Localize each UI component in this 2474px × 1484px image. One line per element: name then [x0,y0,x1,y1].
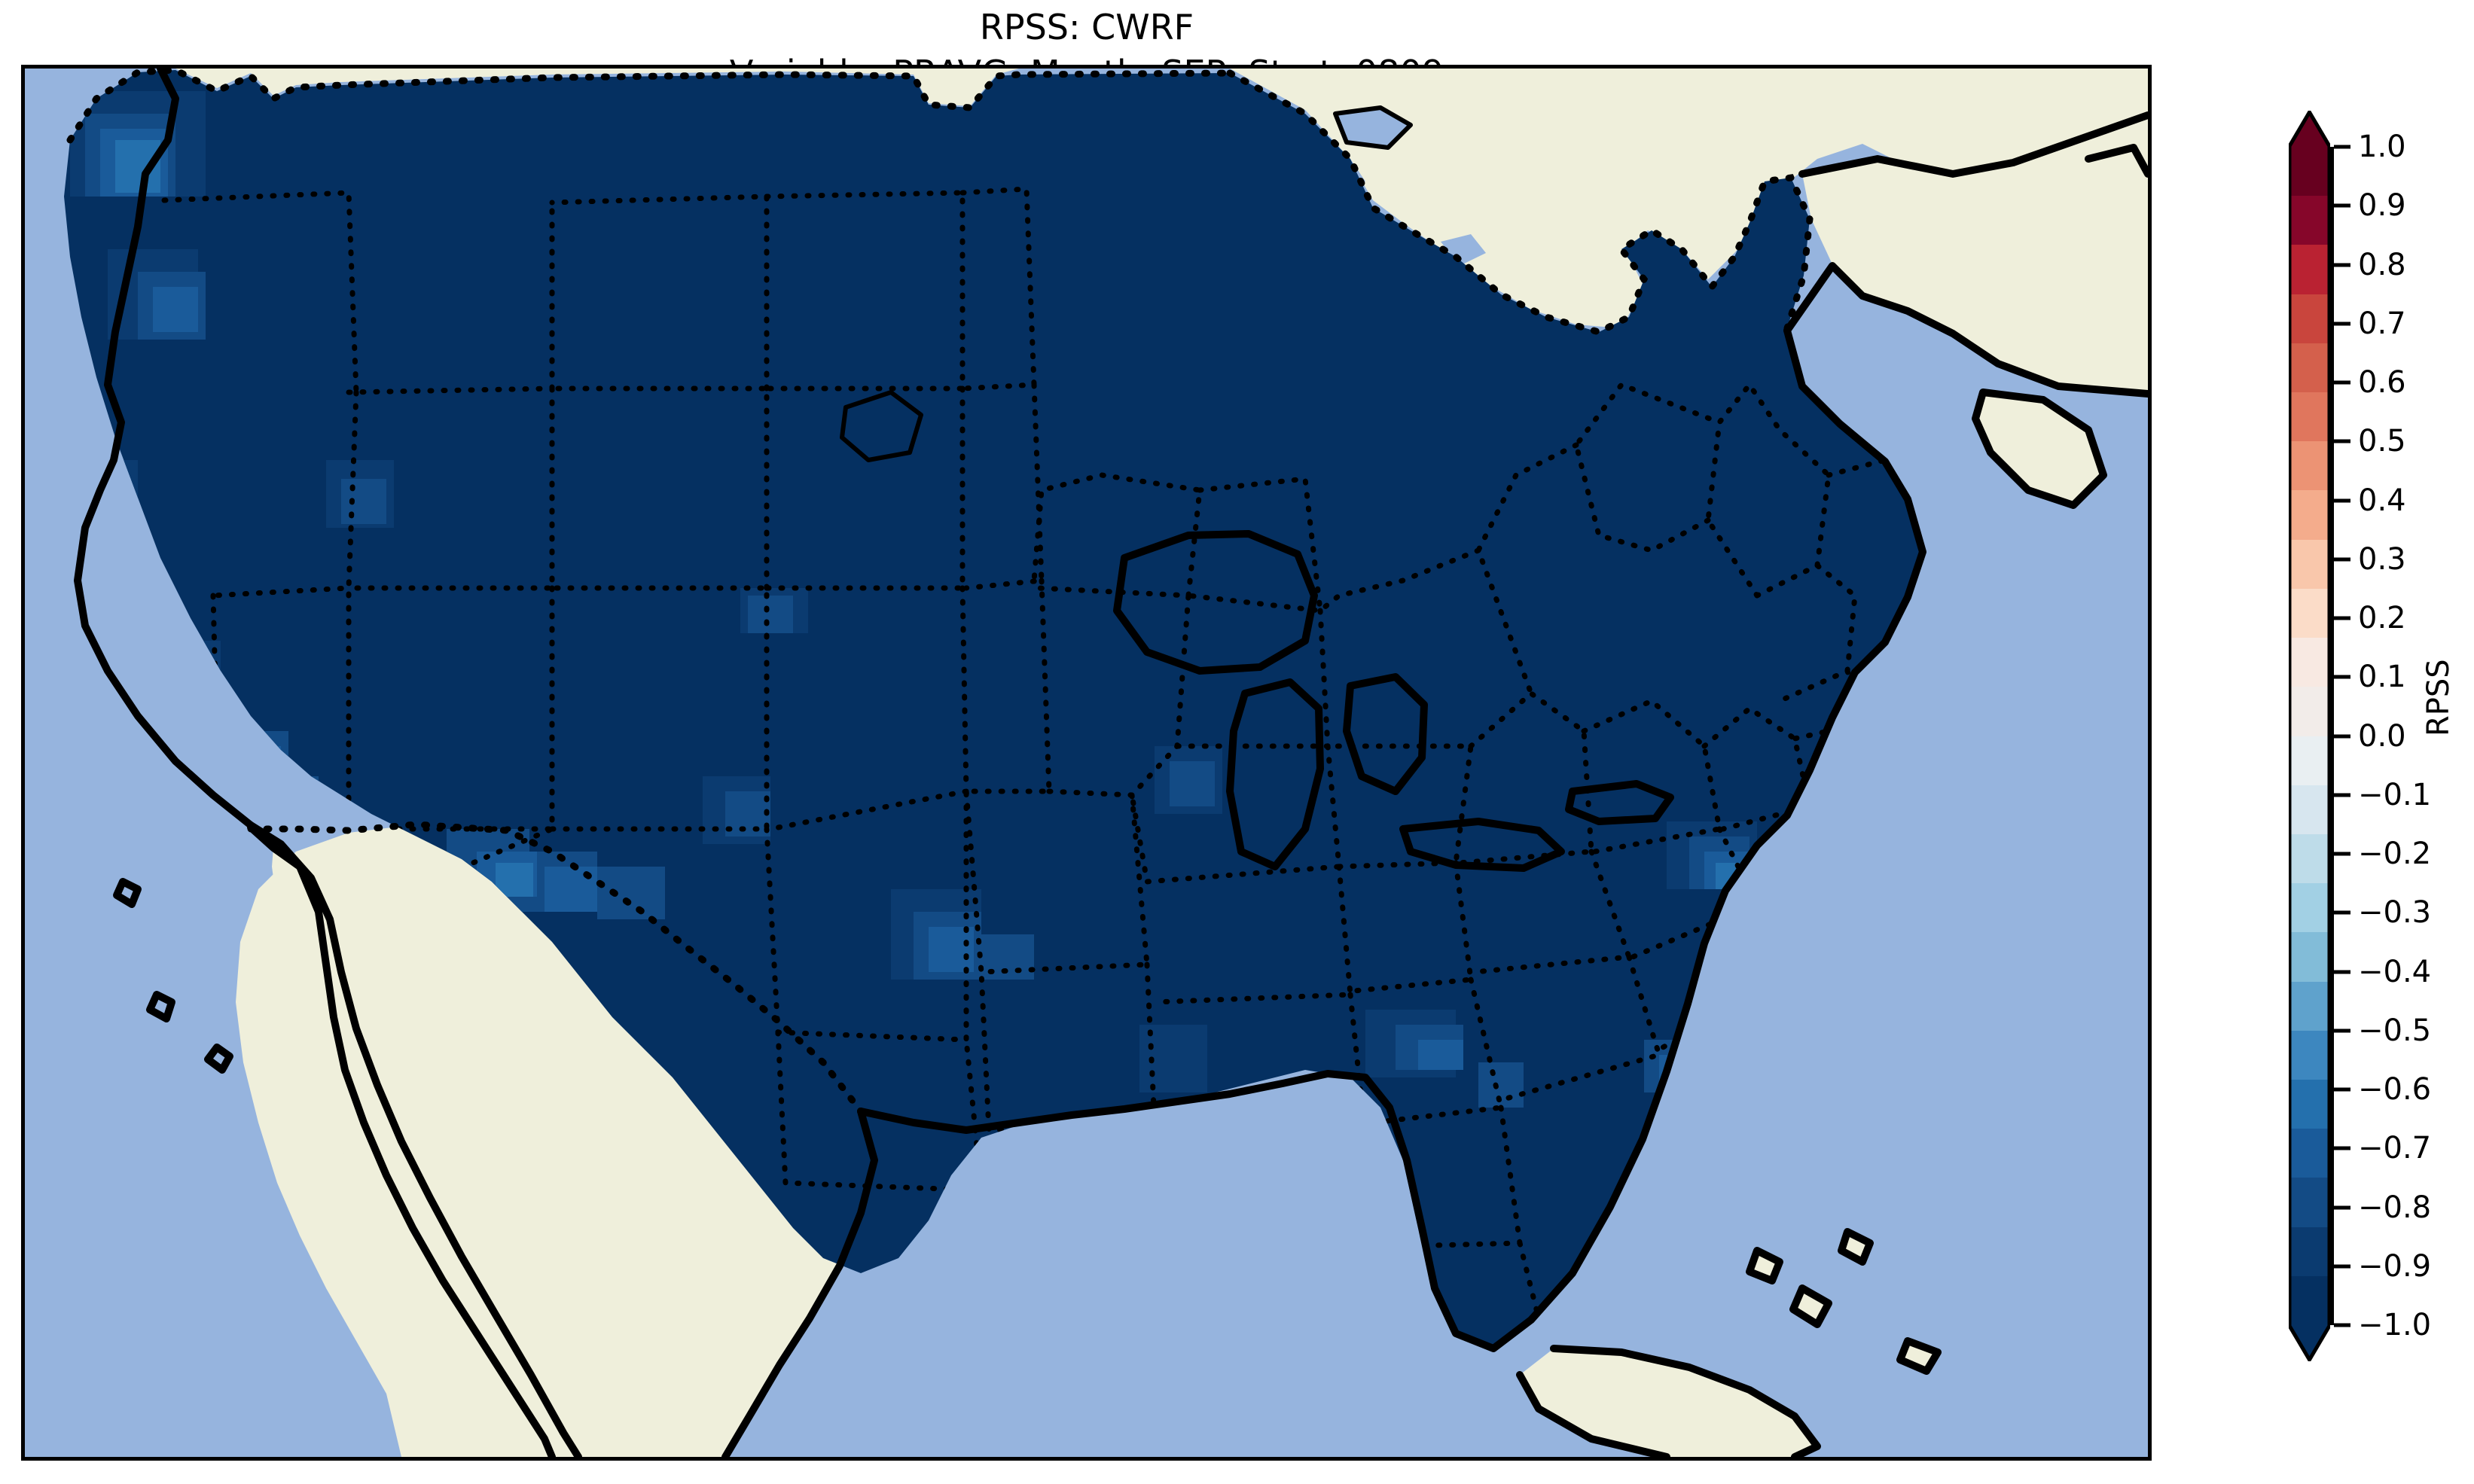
colorbar-tick-label: −1.0 [2358,1308,2432,1342]
lake-small-3 [1441,234,1486,266]
colorbar-segment [2289,1030,2330,1080]
colorbar-tick [2334,1323,2350,1327]
colorbar-gradient [2289,147,2330,1326]
colorbar-tick-label: 0.2 [2358,601,2406,635]
map-canvas [25,69,2148,1457]
cuba [1520,1348,1817,1457]
colorbar-tick-label: 0.3 [2358,541,2406,577]
colorbar-tick [2334,852,2350,856]
title-line-1: RPSS: CWRF [979,7,1194,47]
colorbar-tick [2334,380,2350,385]
colorbar-tick-label: 0.6 [2358,365,2406,400]
colorbar-segment [2289,1227,2330,1277]
colorbar-tick [2334,1146,2350,1150]
map-svg [25,69,2148,1457]
colorbar-tick-label: 0.4 [2358,483,2406,518]
colorbar-segment [2289,343,2330,393]
colorbar-tick [2334,203,2350,208]
colorbar-tick [2334,616,2350,620]
colorbar-tick-label: −0.6 [2358,1072,2432,1107]
colorbar-tick [2334,1205,2350,1209]
colorbar-segment [2289,490,2330,541]
colorbar-tick-label: 0.1 [2358,660,2406,695]
colorbar-tick-label: 0.7 [2358,306,2406,341]
colorbar-segment [2289,294,2330,344]
colorbar-segment [2289,981,2330,1031]
colorbar-segment [2289,833,2330,884]
colorbar-tick-label: 0.9 [2358,188,2406,224]
colorbar-segment [2289,196,2330,245]
colorbar-segment [2289,392,2330,442]
colorbar-segment [2289,441,2330,492]
colorbar-tick-label: −0.8 [2358,1190,2432,1225]
colorbar-extend-bottom [2289,1325,2330,1361]
colorbar-tick [2334,557,2350,562]
colorbar-segment [2289,785,2330,835]
colorbar-tick-label: −0.3 [2358,895,2432,931]
colorbar: 1.0 0.9 0.8 0.7 0.6 0.5 0.4 0.3 0.2 0.1 0.0 −0.1 −0.… [2289,111,2431,1361]
colorbar-segment [2289,1129,2330,1178]
colorbar-tick-label: 0.0 [2358,718,2406,754]
colorbar-tick [2334,793,2350,797]
coastlines [74,69,2148,1457]
colorbar-tick [2334,734,2350,738]
colorbar-tick-label: −0.2 [2358,836,2432,871]
newfoundland [2085,148,2148,230]
colorbar-tick [2334,439,2350,443]
colorbar-tick [2334,321,2350,326]
colorbar-segment [2289,687,2330,737]
baja-california [272,848,552,1457]
colorbar-tick-label: −0.9 [2358,1248,2432,1284]
colorbar-tick [2334,263,2350,267]
colorbar-extend-top [2289,111,2330,147]
colorbar-tick-label: −0.5 [2358,1013,2432,1048]
colorbar-segment [2289,588,2330,638]
colorbar-axis-spine [2330,147,2334,1325]
hudson-inlet [1335,108,1411,148]
colorbar-tick [2334,498,2350,502]
colorbar-tick [2334,1264,2350,1269]
colorbar-tick [2334,675,2350,679]
colorbar-segment [2289,539,2330,590]
canada-landmass [160,69,2148,328]
colorbar-tick [2334,910,2350,915]
colorbar-segment [2289,147,2330,197]
colorbar-axis-label: RPSS [2421,659,2456,736]
colorbar-tick-label: 0.8 [2358,247,2406,282]
colorbar-tick-label: 1.0 [2358,130,2406,164]
colorbar-segment [2289,932,2330,983]
maritime-canada [1802,115,2148,392]
colorbar-tick [2334,970,2350,974]
colorbar-tick-label: 0.5 [2358,424,2406,459]
map-axes [21,65,2152,1461]
colorbar-tick-label: −0.7 [2358,1131,2432,1166]
colorbar-segment [2289,638,2330,687]
colorbar-segment [2289,245,2330,295]
lake-small-8 [2028,642,2057,668]
colorbar-tick [2334,1028,2350,1033]
colorbar-segment [2289,1275,2330,1326]
colorbar-tick [2334,1087,2350,1092]
state-borders [161,186,1888,1348]
colorbar-segment [2289,1079,2330,1129]
colorbar-tick [2334,145,2350,149]
colorbar-tick-label: −0.1 [2358,777,2432,812]
colorbar-tick-label: −0.4 [2358,954,2432,989]
colorbar-segment [2289,883,2330,933]
colorbar-segment [2289,1178,2330,1228]
colorbar-segment [2289,736,2330,786]
